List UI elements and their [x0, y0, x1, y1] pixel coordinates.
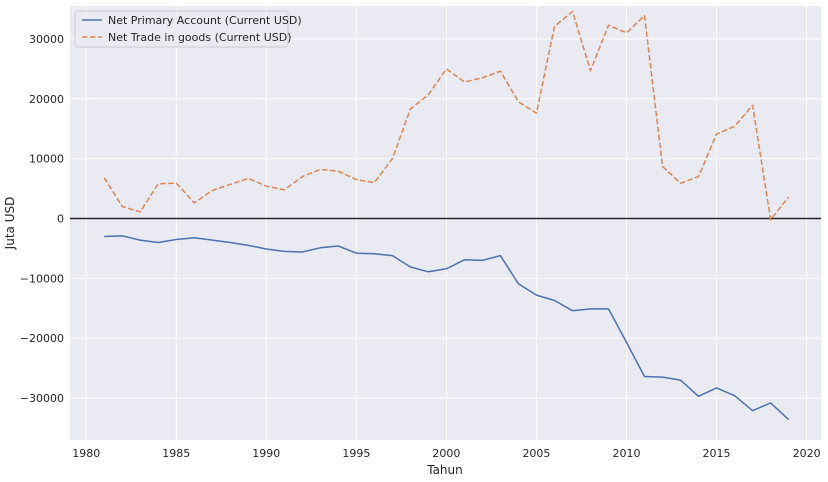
x-tick-label: 1995 [342, 447, 370, 460]
x-tick-label: 1980 [72, 447, 100, 460]
y-tick-label: −20000 [20, 332, 64, 345]
series-line-1 [103, 10, 790, 221]
y-tick-label: 20000 [29, 93, 64, 106]
legend-box [74, 10, 289, 48]
x-tick-label: 1985 [162, 447, 190, 460]
x-tick-labels: 1980 1985 1990 1995 2000 2005 2010 2015 2020 [72, 447, 820, 460]
plot-background [70, 6, 821, 440]
y-tick-label: 30000 [29, 33, 64, 46]
y-axis-label: Juta USD [3, 197, 17, 251]
legend: Net Primary Account (Current USD) Net Tr… [74, 10, 302, 48]
x-tick-label: 2015 [703, 447, 731, 460]
series-group [103, 10, 790, 421]
y-tick-label: −30000 [20, 392, 64, 405]
series-line-0 [104, 235, 790, 421]
y-tick-label: 0 [57, 213, 64, 226]
x-tick-label: 1990 [252, 447, 280, 460]
legend-label-net-trade-in-goods: Net Trade in goods (Current USD) [108, 31, 292, 44]
x-axis-label: Tahun [426, 463, 463, 477]
y-tick-label: −10000 [20, 272, 64, 285]
x-tick-label: 2005 [522, 447, 550, 460]
x-tick-label: 2000 [432, 447, 460, 460]
y-tick-label: 10000 [29, 153, 64, 166]
x-tick-label: 2020 [793, 447, 821, 460]
x-tick-label: 2010 [612, 447, 640, 460]
y-tick-labels: −30000 −20000 −10000 0 10000 20000 30000 [20, 33, 64, 405]
legend-label-net-primary-account: Net Primary Account (Current USD) [108, 14, 302, 27]
